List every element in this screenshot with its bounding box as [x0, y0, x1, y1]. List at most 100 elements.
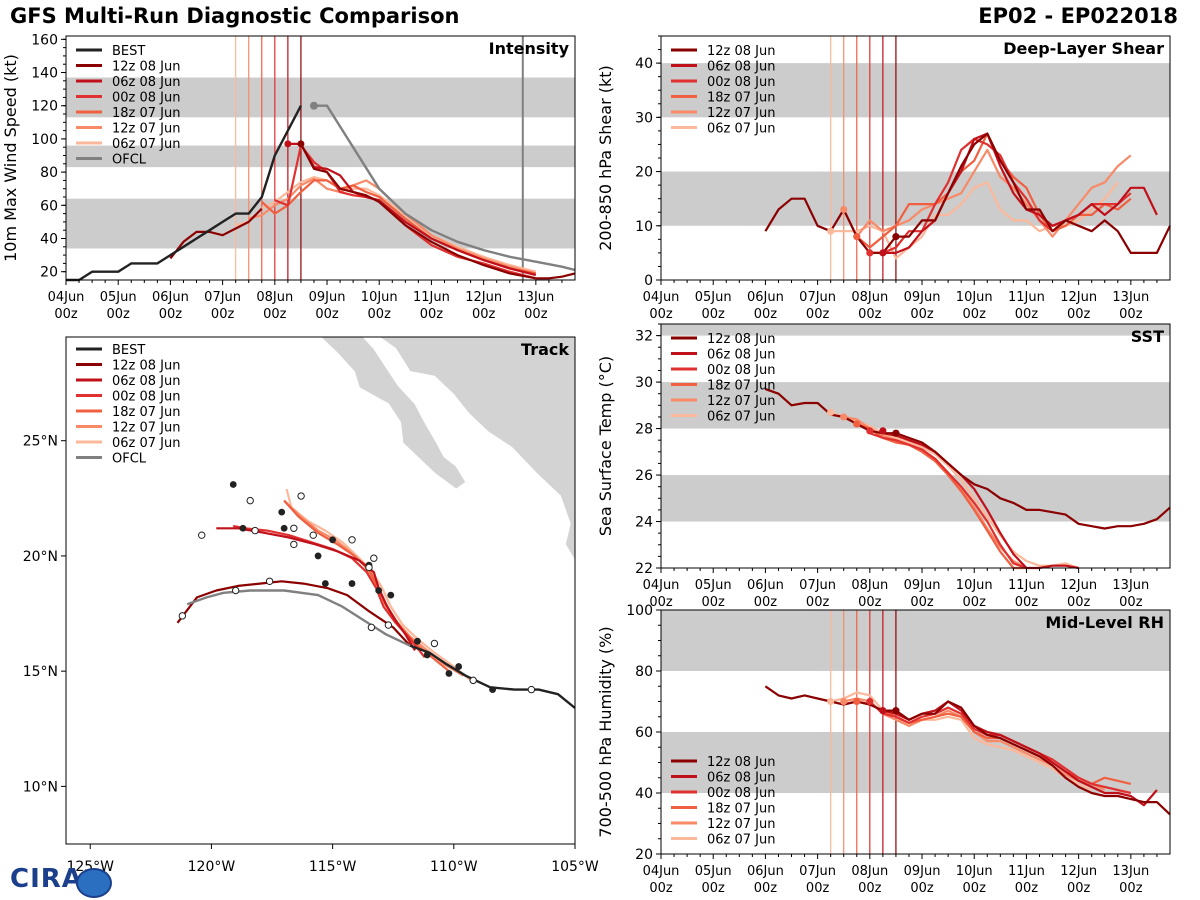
intensity-ytick-label: 80	[40, 165, 58, 181]
intensity-xtick-hour: 00z	[472, 307, 496, 322]
shear-init-point	[840, 205, 848, 214]
track-point	[278, 508, 286, 516]
track-point	[348, 580, 356, 587]
rh-ytick-label: 100	[626, 603, 653, 619]
shear-band	[661, 63, 1170, 118]
rh-series-line	[882, 700, 1158, 807]
shear-xtick-day: 04Jun	[643, 290, 680, 305]
intensity-series-line	[169, 207, 263, 260]
shear-xtick-day: 06Jun	[747, 290, 784, 305]
shear-xtick-hour: 00z	[910, 307, 934, 322]
intensity-series-line	[299, 143, 537, 280]
shear-legend-label: 12z 07 Jun	[707, 106, 776, 121]
shear-ytick-label: 20	[635, 165, 653, 181]
intensity-ytick-label: 160	[31, 32, 58, 48]
shear-xtick-day: 11Jun	[1008, 290, 1045, 305]
track-legend-label: 12z 08 Jun	[112, 359, 181, 374]
track-frame	[65, 336, 576, 845]
baja-land	[319, 337, 467, 490]
sst-xtick-hour: 00z	[754, 595, 778, 610]
sst-legend-label: 06z 08 Jun	[707, 348, 776, 363]
intensity-legend-label: 12z 08 Jun	[112, 60, 181, 75]
intensity-ytick-label: 20	[40, 265, 58, 281]
shear-xtick-hour: 00z	[754, 307, 778, 322]
intensity-ytick-label: 60	[40, 198, 58, 214]
rh-xtick-hour: 00z	[910, 881, 934, 896]
sst-xtick-day: 11Jun	[1008, 578, 1045, 593]
intensity-legend-label: BEST	[112, 44, 145, 59]
rh-xtick-day: 11Jun	[1008, 864, 1045, 879]
track-point-open	[348, 536, 356, 544]
rh-xtick-hour: 00z	[1067, 881, 1091, 896]
sst-band	[661, 324, 1170, 336]
sst-init-point	[892, 429, 900, 437]
track-ytick-label: 25°N	[23, 434, 58, 450]
shear-legend-label: 12z 08 Jun	[707, 44, 776, 59]
track-title: Track	[521, 340, 569, 359]
sst-xtick-hour: 00z	[649, 595, 673, 610]
rh-xtick-hour: 00z	[963, 881, 987, 896]
intensity-point	[284, 140, 292, 148]
rh-init-point	[827, 697, 835, 706]
sst-series-line	[869, 432, 1027, 570]
shear-ytick-label: 30	[635, 110, 653, 126]
sst-xtick-day: 12Jun	[1060, 578, 1097, 593]
rh-init-point	[879, 707, 887, 715]
track-point	[579, 693, 586, 700]
intensity-band	[66, 77, 575, 118]
intensity-xtick-day: 04Jun	[48, 290, 85, 305]
cira-logo: CIRA	[4, 864, 112, 898]
intensity-xtick-day: 08Jun	[256, 290, 293, 305]
page-title: GFS Multi-Run Diagnostic Comparison	[10, 4, 460, 28]
sst-ytick-label: 26	[635, 468, 653, 484]
intensity-panel: 20 40 60 80 100 120 140 160 04Jun 00z 05Jun 00z 06Ju…	[1, 32, 576, 322]
intensity-xtick-hour: 00z	[420, 307, 444, 322]
land-layer	[176, 337, 586, 709]
sst-xtick-hour: 00z	[910, 595, 934, 610]
sst-xtick-day: 10Jun	[956, 578, 993, 593]
track-legend-label: 06z 07 Jun	[112, 436, 181, 451]
intensity-ytick-label: 100	[31, 132, 58, 148]
track-point-open	[297, 492, 305, 500]
shear-ytick-label: 10	[635, 219, 653, 235]
sst-legend-label: 18z 07 Jun	[707, 379, 776, 394]
shear-xtick-day: 13Jun	[1112, 290, 1149, 305]
shear-series-line	[764, 132, 1171, 254]
sst-xtick-hour: 00z	[858, 595, 882, 610]
rh-legend-label: 12z 07 Jun	[707, 817, 776, 832]
rh-xtick-day: 06Jun	[747, 864, 784, 879]
intensity-band	[66, 198, 575, 249]
sst-series-line	[882, 432, 1079, 570]
track-point-open	[527, 685, 536, 694]
sst-frame	[660, 323, 1171, 569]
intensity-legend-label: 18z 07 Jun	[112, 106, 181, 121]
sst-ytick-label: 32	[635, 329, 653, 345]
sst-xtick-day: 05Jun	[695, 578, 732, 593]
track-xtick-label: 105°W	[551, 859, 599, 875]
rh-xtick-hour: 00z	[702, 881, 726, 896]
cira-logo-text: CIRA	[10, 864, 83, 894]
mexico-land	[378, 337, 575, 562]
rh-band	[661, 610, 1170, 671]
sst-xtick-day: 07Jun	[799, 578, 836, 593]
sst-legend-label: 00z 08 Jun	[707, 363, 776, 378]
rh-xtick-day: 10Jun	[956, 864, 993, 879]
track-point	[280, 524, 288, 532]
intensity-xtick-hour: 00z	[107, 307, 131, 322]
track-point	[329, 536, 337, 544]
rh-ylabel: 700-500 hPa Humidity (%)	[596, 626, 615, 837]
sst-band	[661, 475, 1170, 522]
shear-xtick-day: 09Jun	[904, 290, 941, 305]
rh-xtick-hour: 00z	[1119, 881, 1143, 896]
shear-xtick-hour: 00z	[858, 307, 882, 322]
track-xtick-label: 120°W	[188, 859, 236, 875]
shear-ytick-label: 0	[644, 273, 653, 289]
sst-panel: 22 24 26 28 30 32 04Jun 00z 05Jun 00z 06Jun 00z 07Ju…	[596, 323, 1171, 610]
shear-legend-label: 06z 08 Jun	[707, 60, 776, 75]
rh-ytick-label: 80	[635, 664, 653, 680]
intensity-legend-label: 12z 07 Jun	[112, 122, 181, 137]
sst-init-point	[840, 413, 848, 421]
shear-xtick-day: 08Jun	[851, 290, 888, 305]
shear-xtick-hour: 00z	[806, 307, 830, 322]
track-point-open	[178, 612, 187, 620]
